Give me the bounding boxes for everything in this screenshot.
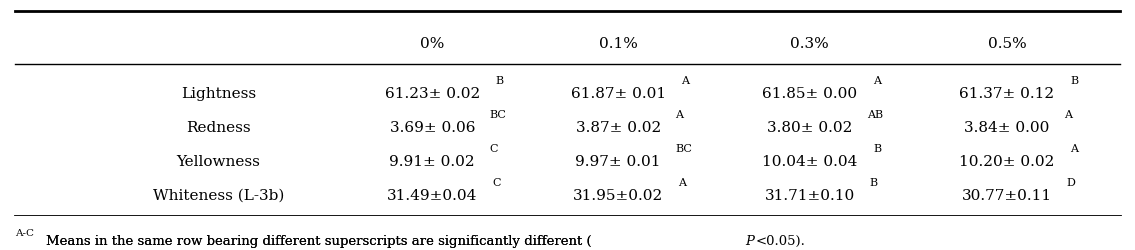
Text: 61.37± 0.12: 61.37± 0.12 [959, 87, 1054, 101]
Text: B: B [496, 76, 504, 86]
Text: AB: AB [867, 110, 883, 120]
Text: 30.77±0.11: 30.77±0.11 [961, 189, 1052, 203]
Text: 9.97± 0.01: 9.97± 0.01 [575, 155, 661, 169]
Text: 10.04± 0.04: 10.04± 0.04 [762, 155, 857, 169]
Text: <0.05).: <0.05). [756, 235, 806, 248]
Text: B: B [873, 144, 881, 154]
Text: 9.91± 0.02: 9.91± 0.02 [389, 155, 476, 169]
Text: P: P [745, 235, 754, 248]
Text: 10.20± 0.02: 10.20± 0.02 [959, 155, 1054, 169]
Text: 3.80± 0.02: 3.80± 0.02 [767, 121, 852, 135]
Text: BC: BC [489, 110, 506, 120]
Text: Means in the same row bearing different superscripts are significantly different: Means in the same row bearing different … [45, 235, 591, 248]
Text: D: D [1067, 178, 1076, 188]
Text: Yellowness: Yellowness [176, 155, 260, 169]
Text: 0.3%: 0.3% [790, 38, 829, 52]
Text: Lightness: Lightness [180, 87, 255, 101]
Text: 0%: 0% [420, 38, 445, 52]
Text: 61.23± 0.02: 61.23± 0.02 [385, 87, 480, 101]
Text: 61.87± 0.01: 61.87± 0.01 [571, 87, 666, 101]
Text: B: B [1070, 76, 1078, 86]
Text: A: A [1070, 144, 1078, 154]
Text: 31.49±0.04: 31.49±0.04 [387, 189, 478, 203]
Text: 3.84± 0.00: 3.84± 0.00 [965, 121, 1050, 135]
Text: 3.69± 0.06: 3.69± 0.06 [389, 121, 476, 135]
Text: A: A [675, 110, 683, 120]
Text: BC: BC [675, 144, 692, 154]
Text: A: A [681, 76, 689, 86]
Text: Whiteness (L-3b): Whiteness (L-3b) [152, 189, 284, 203]
Text: 31.95±0.02: 31.95±0.02 [573, 189, 663, 203]
Text: C: C [493, 178, 501, 188]
Text: A: A [1063, 110, 1071, 120]
Text: 31.71±0.10: 31.71±0.10 [765, 189, 855, 203]
Text: B: B [869, 178, 877, 188]
Text: A: A [679, 178, 687, 188]
Text: Redness: Redness [186, 121, 251, 135]
Text: Means in the same row bearing different superscripts are significantly different: Means in the same row bearing different … [45, 235, 591, 248]
Text: A-C: A-C [16, 229, 34, 238]
Text: 3.87± 0.02: 3.87± 0.02 [575, 121, 661, 135]
Text: A: A [873, 76, 881, 86]
Text: 0.5%: 0.5% [987, 38, 1026, 52]
Text: C: C [489, 144, 498, 154]
Text: 0.1%: 0.1% [599, 38, 638, 52]
Text: 61.85± 0.00: 61.85± 0.00 [763, 87, 857, 101]
